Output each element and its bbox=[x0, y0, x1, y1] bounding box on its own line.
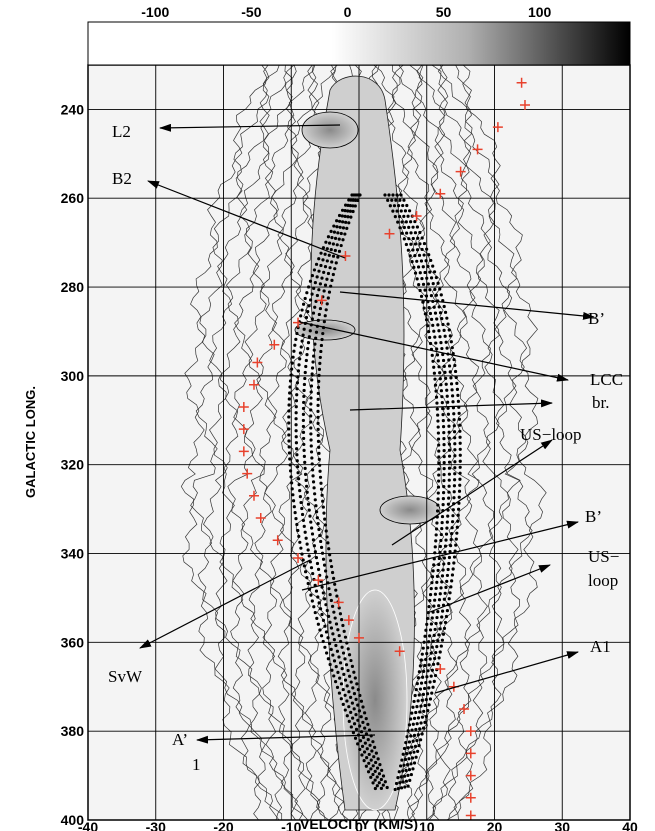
y-tick-label: 260 bbox=[61, 190, 85, 206]
y-tick-label: 320 bbox=[61, 457, 85, 473]
y-tick-label: 300 bbox=[61, 368, 85, 384]
annotation: A’ bbox=[172, 730, 188, 749]
annotation: 1 bbox=[192, 755, 201, 774]
x-tick-label: 10 bbox=[419, 819, 435, 831]
annotation: B2 bbox=[112, 169, 132, 188]
emission-core bbox=[302, 112, 358, 148]
y-tick-label: 280 bbox=[61, 279, 85, 295]
x-tick-label: 20 bbox=[487, 819, 503, 831]
figure: -40-30-20-100102030402402602803003203403… bbox=[0, 0, 655, 831]
x-tick-label: 40 bbox=[622, 819, 638, 831]
x-tick-label: 30 bbox=[554, 819, 570, 831]
colorbar-tick-label: 0 bbox=[344, 4, 352, 20]
y-tick-label: 400 bbox=[61, 812, 85, 828]
annotation: br. bbox=[592, 393, 609, 412]
annotation: loop bbox=[588, 571, 618, 590]
y-tick-label: 240 bbox=[61, 101, 85, 117]
x-tick-label: -30 bbox=[146, 819, 166, 831]
colorbar-tick-label: 100 bbox=[528, 4, 552, 20]
annotation: SvW bbox=[108, 667, 143, 686]
colorbar bbox=[88, 22, 630, 65]
x-tick-label: -10 bbox=[281, 819, 301, 831]
colorbar-tick-label: 50 bbox=[436, 4, 452, 20]
annotation: LCC bbox=[590, 370, 623, 389]
y-tick-label: 340 bbox=[61, 546, 85, 562]
colorbar-tick-label: -50 bbox=[241, 4, 261, 20]
y-axis-label: GALACTIC LONG. bbox=[23, 386, 38, 498]
x-tick-label: -20 bbox=[213, 819, 233, 831]
annotation: US− bbox=[588, 547, 619, 566]
annotation: B’ bbox=[585, 507, 602, 526]
annotation: A1 bbox=[590, 637, 611, 656]
y-tick-label: 360 bbox=[61, 634, 85, 650]
x-axis-label: VELOCITY (KM/S) bbox=[300, 816, 418, 831]
annotation: L2 bbox=[112, 122, 131, 141]
colorbar-tick-label: -100 bbox=[141, 4, 169, 20]
y-tick-label: 380 bbox=[61, 723, 85, 739]
annotation: B’ bbox=[588, 309, 605, 328]
